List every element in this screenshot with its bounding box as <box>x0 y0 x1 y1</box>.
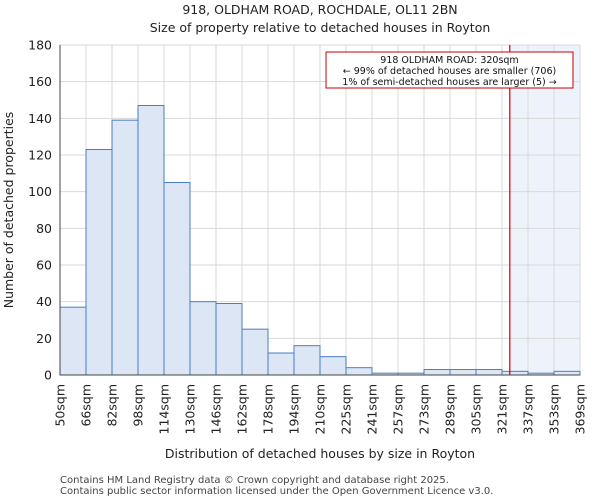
bar <box>215 303 243 376</box>
bar <box>85 149 113 376</box>
x-tick-label: 114sqm <box>157 384 172 434</box>
bar <box>423 369 451 376</box>
x-tick-label: 273sqm <box>417 384 432 434</box>
x-tick-label: 98sqm <box>131 384 146 427</box>
bar <box>59 306 87 376</box>
x-tick-label: 353sqm <box>547 384 562 434</box>
x-tick-label: 305sqm <box>469 384 484 434</box>
x-tick-label: 178sqm <box>261 384 276 434</box>
bar <box>111 119 139 376</box>
bar <box>319 356 347 376</box>
bar <box>241 328 269 376</box>
bar <box>163 182 191 376</box>
highlight-region <box>509 45 580 375</box>
x-tick-label: 337sqm <box>521 384 536 434</box>
annotation-line-2: ← 99% of detached houses are smaller (70… <box>343 66 556 77</box>
x-tick-label: 50sqm <box>53 384 68 427</box>
x-tick-label: 289sqm <box>443 384 458 434</box>
chart-subtitle: Size of property relative to detached ho… <box>150 20 491 35</box>
bar <box>501 370 529 376</box>
bar <box>449 369 477 376</box>
annotation-frame <box>325 51 574 89</box>
annotation-line-3: 1% of semi-detached houses are larger (5… <box>342 77 556 88</box>
y-tick-label: 140 <box>28 111 52 126</box>
y-tick-label: 160 <box>28 74 52 89</box>
footer-line-2: Contains public sector information licen… <box>60 486 493 497</box>
x-axis-label: Distribution of detached houses by size … <box>165 446 475 461</box>
plot-area: 0 20 40 60 80 100 120 140 160 180 50sqm 66sqm 82sqm 9… <box>28 38 587 435</box>
bar <box>293 345 321 376</box>
bar <box>553 370 581 376</box>
x-tick-label: 369sqm <box>573 384 588 434</box>
x-tick-label: 225sqm <box>339 384 354 434</box>
x-tick-label: 241sqm <box>365 384 380 434</box>
footer-line-1: Contains HM Land Registry data © Crown c… <box>60 475 449 486</box>
x-tick-label: 130sqm <box>183 384 198 434</box>
bar <box>475 369 503 376</box>
x-tick-label: 146sqm <box>209 384 224 434</box>
bar <box>267 352 295 376</box>
bar <box>345 367 373 376</box>
y-tick-label: 20 <box>36 331 52 346</box>
annotation-box: 918 OLDHAM ROAD: 320sqm ← 99% of detache… <box>325 51 574 89</box>
x-tick-label: 210sqm <box>313 384 328 434</box>
x-tick-label: 66sqm <box>79 384 94 427</box>
y-tick-label: 120 <box>28 148 52 163</box>
y-tick-label: 60 <box>36 258 52 273</box>
bar <box>137 105 165 376</box>
y-tick-label: 180 <box>28 38 52 53</box>
y-tick-label: 0 <box>44 368 52 383</box>
x-tick-label: 82sqm <box>105 384 120 427</box>
x-tick-label: 321sqm <box>495 384 510 434</box>
x-tick-label: 194sqm <box>287 384 302 434</box>
bar <box>189 301 217 376</box>
x-tick-label: 162sqm <box>235 384 250 434</box>
y-axis-label: Number of detached properties <box>1 112 16 309</box>
y-tick-label: 80 <box>36 221 52 236</box>
chart-title: 918, OLDHAM ROAD, ROCHDALE, OL11 2BN <box>182 2 457 17</box>
annotation-line-1: 918 OLDHAM ROAD: 320sqm <box>380 55 518 66</box>
y-tick-label: 100 <box>28 184 52 199</box>
x-tick-label: 257sqm <box>391 384 406 434</box>
y-tick-label: 40 <box>36 294 52 309</box>
